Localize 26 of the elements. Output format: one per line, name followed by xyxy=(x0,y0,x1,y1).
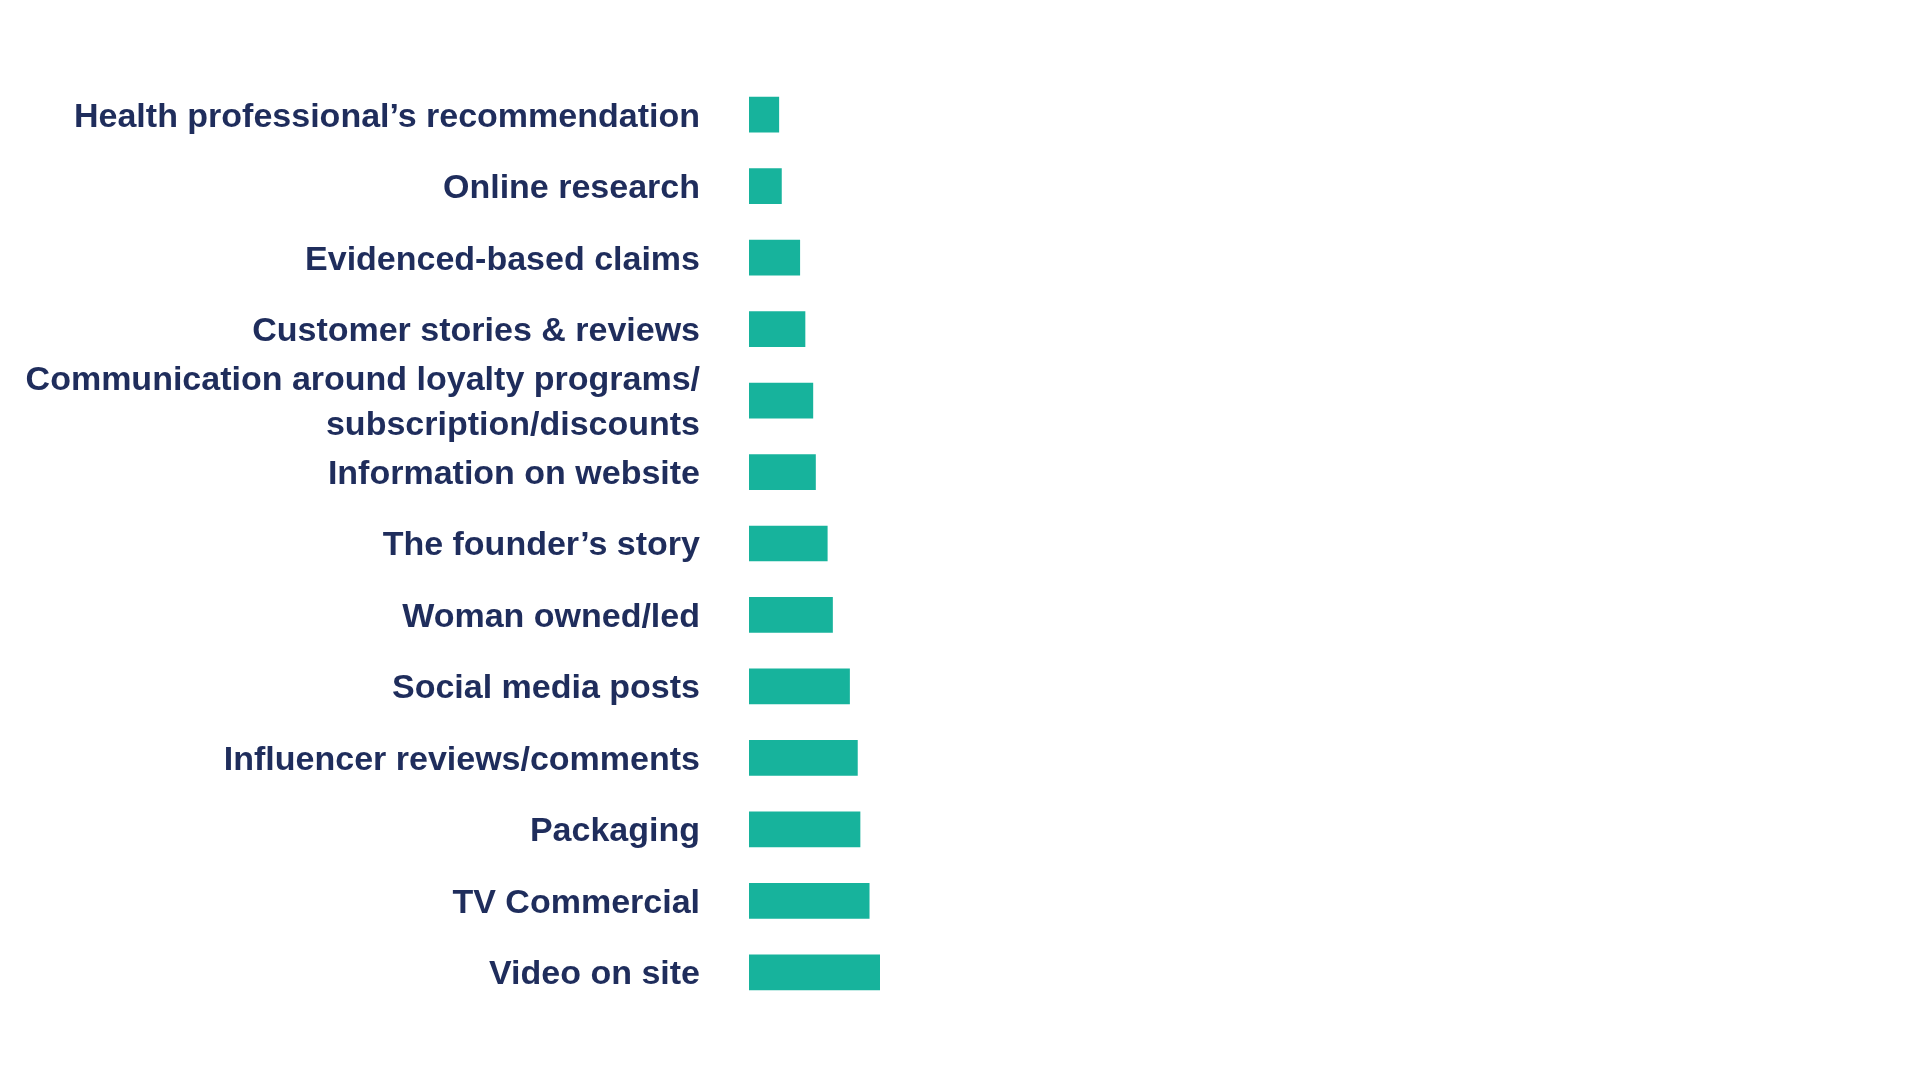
bar xyxy=(749,740,858,776)
y-tick-label: Online research xyxy=(442,167,700,206)
bar xyxy=(749,525,828,562)
bar xyxy=(749,811,861,848)
bar xyxy=(749,311,806,347)
y-tick-label: Customer stories & reviews xyxy=(252,310,700,349)
y-tick-label: Packaging xyxy=(529,810,700,849)
y-tick-label: TV Commercial xyxy=(452,881,700,920)
bar xyxy=(749,168,782,205)
bar xyxy=(749,454,816,490)
bar xyxy=(749,954,880,991)
y-tick-label: Information on website xyxy=(327,452,700,491)
y-tick-label: Social media posts xyxy=(392,667,700,706)
y-tick-label: Video on site xyxy=(489,953,700,992)
y-tick-label: Health professional’s recommendation xyxy=(74,95,700,134)
y-tick-label: Evidenced-based claims xyxy=(305,238,700,277)
y-tick-label: Woman owned/led xyxy=(402,595,700,634)
y-tick-label: Communication around loyalty programs/subscription/discounts xyxy=(25,359,701,442)
y-tick-label: The founder’s story xyxy=(382,524,701,563)
bar xyxy=(749,96,780,133)
bar xyxy=(749,239,801,276)
bar xyxy=(749,597,833,633)
y-tick-label: Influencer reviews/comments xyxy=(223,738,700,777)
bar xyxy=(749,882,870,919)
bar xyxy=(749,668,850,705)
bar xyxy=(749,382,814,419)
